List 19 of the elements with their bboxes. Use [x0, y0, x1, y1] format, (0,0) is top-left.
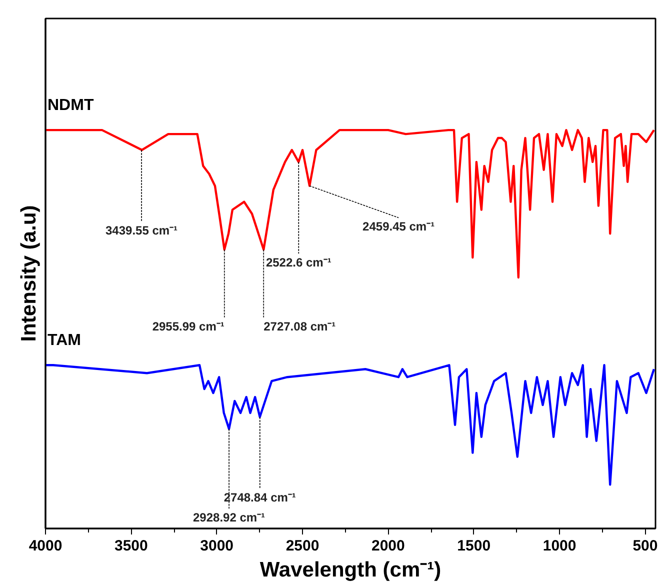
- annotation: 2459.45 cm⁻¹: [362, 220, 435, 234]
- x-tick-label: 3500: [114, 538, 148, 554]
- x-tick-label: 3000: [200, 538, 234, 554]
- annotation: 2748.84 cm⁻¹: [224, 490, 296, 505]
- y-axis-title: Intensity (a.u): [18, 205, 40, 342]
- x-tick-label: 2000: [372, 538, 405, 554]
- annotation: 2522.6 cm⁻¹: [266, 256, 332, 270]
- x-tick-label: 500: [632, 538, 658, 554]
- annotation: 2928.92 cm⁻¹: [193, 510, 266, 525]
- annotation: 2955.99 cm⁻¹: [152, 319, 224, 334]
- x-tick-label: 1000: [542, 538, 576, 554]
- x-tick-label: 4000: [28, 538, 62, 554]
- x-axis-title: Wavelength (cm⁻¹): [260, 558, 442, 582]
- annotation: 3439.55 cm⁻¹: [106, 224, 178, 238]
- annotation: 2727.08 cm⁻¹: [264, 319, 336, 334]
- x-tick-label: 1500: [457, 538, 491, 554]
- series-label: TAM: [48, 332, 81, 350]
- x-tick-label: 2500: [286, 538, 320, 554]
- series-label: NDMT: [48, 97, 94, 114]
